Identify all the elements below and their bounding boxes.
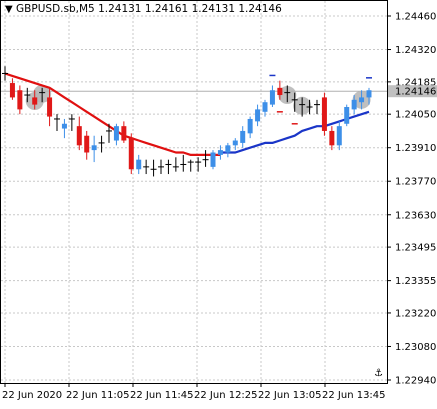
candle-body (232, 140, 238, 146)
candle-body (240, 130, 246, 143)
candle-body (32, 97, 38, 105)
y-tick-label: 1.23630 (395, 210, 436, 221)
candle-body (225, 145, 231, 153)
chart-header: ▼ GBPUSD.sb,M5 1.24131 1.24161 1.24131 1… (5, 3, 282, 15)
y-tick-label: 1.22940 (395, 376, 436, 387)
moving-average-red-line (4, 72, 221, 156)
candle-body (84, 135, 90, 153)
y-tick-label: 1.24185 (395, 77, 436, 88)
candle-body (136, 159, 142, 170)
candle-body (321, 97, 327, 131)
candle-body (113, 126, 119, 141)
x-tick-label: 22 Jun 11:45 (130, 390, 194, 401)
candle-body (121, 126, 127, 141)
candle-body (128, 138, 134, 170)
candle-body (269, 90, 275, 105)
candle-body (359, 97, 365, 103)
y-tick-label: 1.23355 (395, 276, 436, 287)
candle-body (91, 145, 97, 151)
y-tick-label: 1.23770 (395, 177, 436, 188)
candle-body (47, 97, 53, 117)
candle-body (344, 107, 350, 124)
candle-body (336, 126, 342, 146)
candle-body (366, 90, 372, 98)
x-tick-label: 22 Jun 2020 (2, 390, 62, 401)
y-tick-label: 1.24320 (395, 45, 436, 56)
candle-body (262, 102, 268, 112)
candle-body (9, 83, 15, 98)
y-tick-label: 1.23910 (395, 143, 436, 154)
candle-body (76, 126, 82, 146)
x-tick-label: 22 Jun 11:05 (66, 390, 130, 401)
triangle-down-icon: ▼ (5, 4, 13, 15)
y-tick-label: 1.23080 (395, 342, 436, 353)
x-tick-label: 22 Jun 13:45 (322, 390, 386, 401)
chart-shift-icon: ⚓ (374, 368, 383, 379)
candle-body (210, 152, 216, 167)
plot-frame (0, 0, 388, 384)
candle-body (247, 118, 253, 134)
candle-body (351, 99, 357, 110)
y-tick-label: 1.23220 (395, 308, 436, 319)
current-price-tag (388, 85, 437, 98)
candle-body (217, 150, 223, 155)
y-tick-label: 1.24460 (395, 12, 436, 23)
current-price-label: 1.24146 (395, 87, 436, 98)
candle-body (329, 130, 335, 146)
y-tick-label: 1.23495 (395, 243, 436, 254)
ohlc-values: 1.24131 1.24161 1.24131 1.24146 (98, 3, 282, 15)
y-tick-label: 1.24050 (395, 110, 436, 121)
candle-body (255, 109, 261, 122)
symbol-label: GBPUSD.sb,M5 (16, 3, 95, 15)
candle-body (277, 87, 283, 96)
x-tick-label: 22 Jun 13:05 (258, 390, 322, 401)
candle-body (17, 90, 23, 110)
x-tick-label: 22 Jun 12:25 (194, 390, 258, 401)
candle-body (61, 123, 67, 129)
